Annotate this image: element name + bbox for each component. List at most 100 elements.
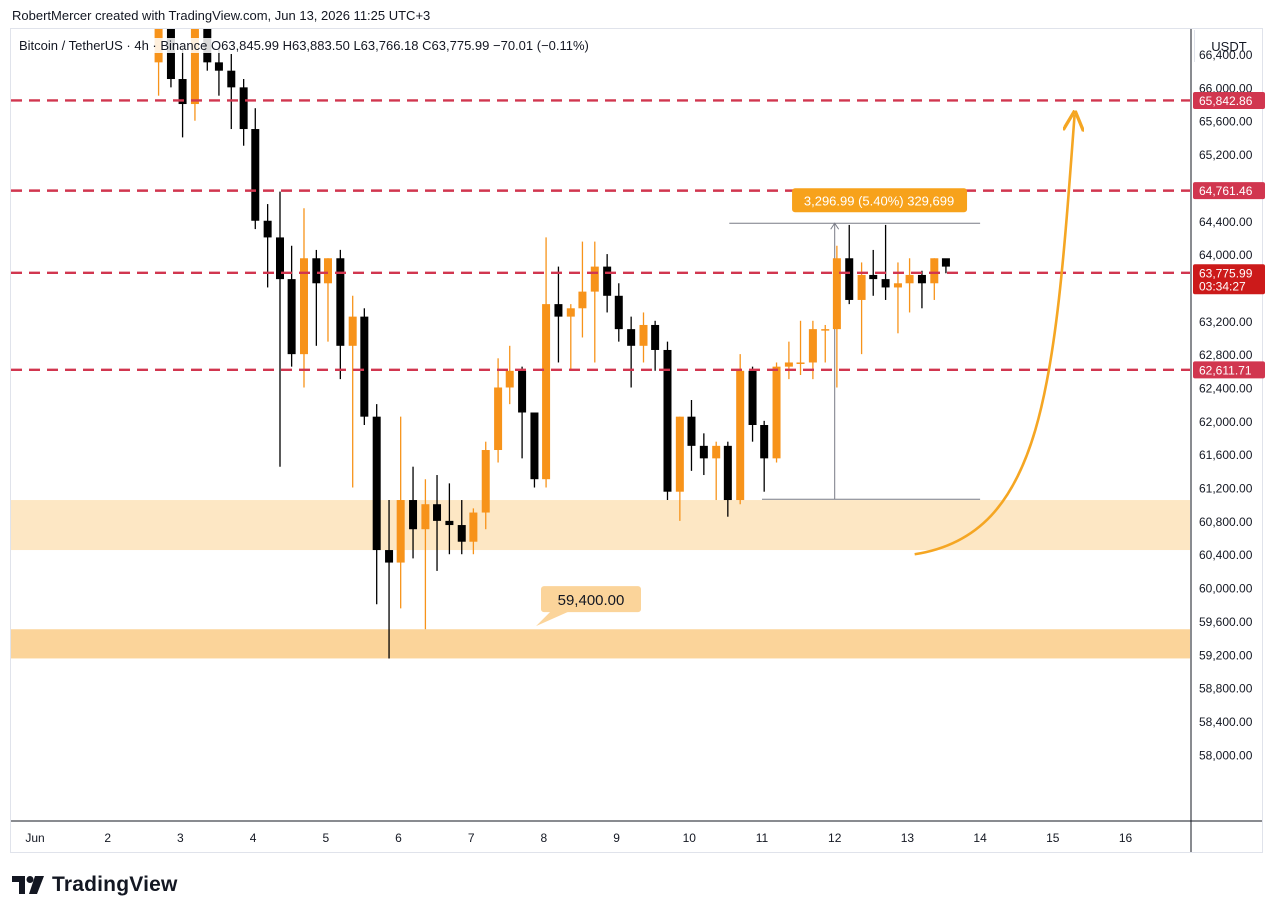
price-tick-label: 62,400.00 [1199, 381, 1253, 395]
candle-body [796, 362, 805, 364]
candle-body [736, 370, 745, 501]
candle-body [712, 445, 721, 459]
level-price-label: 62,611.71 [1199, 363, 1252, 377]
level-price-label: 65,842.86 [1199, 94, 1253, 108]
candle-body [905, 274, 914, 284]
candle-2 [166, 29, 175, 88]
candle-body [360, 316, 369, 417]
tradingview-logo-icon [12, 876, 44, 894]
candle-10 [263, 204, 272, 288]
measure-label-bg [792, 188, 968, 213]
candle-body [166, 29, 175, 80]
high-value: 63,883.50 [291, 38, 350, 53]
candle-23 [421, 479, 430, 630]
current-price-tag [1193, 264, 1265, 295]
time-tick-label: 3 [177, 831, 184, 845]
candle-body [518, 370, 527, 413]
level-price-tag-2 [1193, 182, 1265, 200]
candle-body [845, 258, 854, 300]
candle-58 [845, 224, 854, 305]
candle-49 [736, 354, 745, 505]
candle-53 [784, 341, 793, 380]
change-value: −70.01 (−0.11%) [493, 38, 589, 53]
level-price-tag-4 [1193, 361, 1265, 379]
brand[interactable]: TradingView [12, 873, 178, 897]
candle-body [348, 316, 357, 346]
support-zone-2 [11, 629, 1190, 659]
candle-countdown: 03:34:27 [1199, 279, 1246, 293]
candle-body [748, 370, 757, 426]
projection-arrow [914, 114, 1075, 556]
currency-selector[interactable]: USDT [1194, 30, 1263, 62]
candle-44 [675, 416, 684, 521]
price-tick-label: 59,200.00 [1199, 648, 1253, 662]
plot-area: 3,296.99 (5.40%) 329,699 59,400.00 [11, 29, 1190, 659]
candle-body [941, 258, 950, 267]
candle-19 [372, 404, 381, 605]
candle-body [857, 274, 866, 300]
author-line: RobertMercer created with TradingView.co… [12, 8, 431, 23]
price-tick-label: 65,600.00 [1199, 115, 1253, 129]
support-zone-1 [11, 500, 1190, 551]
candle-27 [469, 508, 478, 555]
candle-body [566, 308, 575, 317]
price-tick-label: 62,000.00 [1199, 415, 1253, 429]
candle-13 [299, 208, 308, 388]
candle-41 [639, 312, 648, 363]
candle-body [663, 349, 672, 492]
candle-body [760, 425, 769, 459]
candle-45 [687, 399, 696, 471]
candle-59 [857, 262, 866, 355]
ohlc-legend: Bitcoin / TetherUS · 4h · Binance O63,84… [19, 38, 589, 53]
candle-11 [275, 191, 284, 467]
candle-60 [869, 249, 878, 296]
open-value: 63,845.99 [221, 38, 279, 53]
candle-body [723, 445, 732, 501]
low-value: 63,766.18 [360, 38, 419, 53]
symbol-title[interactable]: Bitcoin / TetherUS · 4h · Binance [19, 38, 208, 53]
candle-6 [214, 45, 223, 96]
time-tick-label: 10 [683, 831, 697, 845]
candle-18 [360, 308, 369, 426]
candle-body [699, 445, 708, 459]
time-tick-label: Jun [25, 831, 44, 845]
candle-51 [760, 420, 769, 492]
candle-body [299, 258, 308, 355]
price-tick-label: 58,400.00 [1199, 715, 1253, 729]
candle-3 [178, 45, 187, 138]
candle-body [275, 237, 284, 280]
candle-22 [409, 466, 418, 559]
price-tick-label: 59,600.00 [1199, 615, 1253, 629]
candle-32 [530, 412, 539, 488]
measure-arrow [830, 222, 840, 230]
price-tick-label: 64,000.00 [1199, 248, 1253, 262]
candle-body [481, 450, 490, 513]
time-tick-label: 16 [1119, 831, 1133, 845]
candle-61 [881, 224, 890, 300]
price-tick-label: 61,600.00 [1199, 448, 1253, 462]
time-tick-label: 6 [395, 831, 402, 845]
candle-8 [239, 79, 248, 146]
candle-31 [518, 366, 527, 459]
candle-14 [312, 249, 321, 346]
time-tick-label: 2 [104, 831, 111, 845]
time-tick-label: 13 [901, 831, 915, 845]
candle-50 [748, 366, 757, 442]
measure-label: 3,296.99 (5.40%) 329,699 [804, 193, 954, 208]
candle-20 [385, 500, 394, 659]
candle-body [530, 412, 539, 480]
candle-37 [590, 241, 599, 363]
candle-body [323, 258, 332, 284]
level-price-tag-1 [1193, 91, 1265, 109]
price-tick-label: 58,800.00 [1199, 682, 1253, 696]
candle-64 [917, 270, 926, 309]
time-tick-label: 15 [1046, 831, 1060, 845]
candle-body [227, 70, 236, 88]
candle-35 [566, 304, 575, 371]
price-tick-label: 64,400.00 [1199, 215, 1253, 229]
high-label: H [282, 38, 292, 53]
price-tick-label: 60,800.00 [1199, 515, 1253, 529]
candle-15 [323, 258, 332, 342]
price-tick-label: 61,200.00 [1199, 482, 1253, 496]
